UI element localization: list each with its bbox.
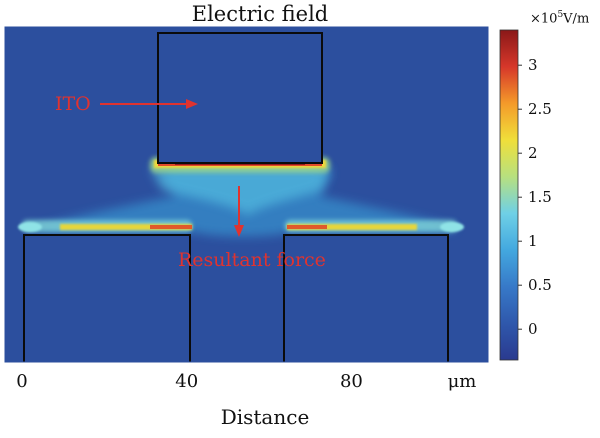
colorbar-unit-exp: 5: [557, 10, 564, 20]
colorbar-tick-label: 2: [528, 144, 538, 162]
x-tick-label: 40: [175, 371, 198, 392]
field-hot-right-core: [287, 224, 417, 230]
field-hot-right-red: [287, 225, 327, 229]
x-axis-label: Distance: [220, 405, 310, 429]
electrode-bottom-left: [23, 234, 191, 366]
x-unit-label: μm: [448, 371, 477, 392]
electrode-top-ito: [157, 32, 323, 164]
colorbar-unit-suffix: V/m: [563, 11, 590, 27]
colorbar-tick-label: 0.5: [528, 276, 552, 294]
x-tick-label: 0: [16, 371, 27, 392]
resultant-force-label: Resultant force: [178, 249, 326, 271]
colorbar: [499, 29, 519, 361]
colorbar-tick-label: 0: [528, 320, 538, 338]
field-tip-left: [18, 222, 42, 232]
colorbar-ticks: 0 0.5 1 1.5 2 2.5 3: [518, 56, 552, 338]
colorbar-tick-label: 2.5: [528, 100, 552, 118]
colorbar-unit-prefix: ×10: [530, 11, 558, 27]
field-hot-left-red: [150, 225, 192, 229]
ito-label: ITO: [55, 93, 91, 115]
colorbar-tick-label: 1.5: [528, 188, 552, 206]
colorbar-tick-label: 3: [528, 56, 538, 74]
plot-frame: [4, 26, 489, 363]
colorbar-tick-label: 1: [528, 232, 538, 250]
x-tick-label: 80: [340, 371, 363, 392]
ito-arrow-head: [186, 99, 198, 109]
x-axis-ticks: 0 40 80 μm: [16, 371, 476, 392]
colorbar-unit: ×105V/m: [530, 10, 589, 26]
chart-title: Electric field: [191, 2, 329, 26]
field-tip-right: [440, 222, 464, 232]
plot-bottom-mask: [0, 362, 500, 368]
force-arrow-head: [234, 225, 244, 237]
field-hot-left-core: [60, 224, 192, 230]
